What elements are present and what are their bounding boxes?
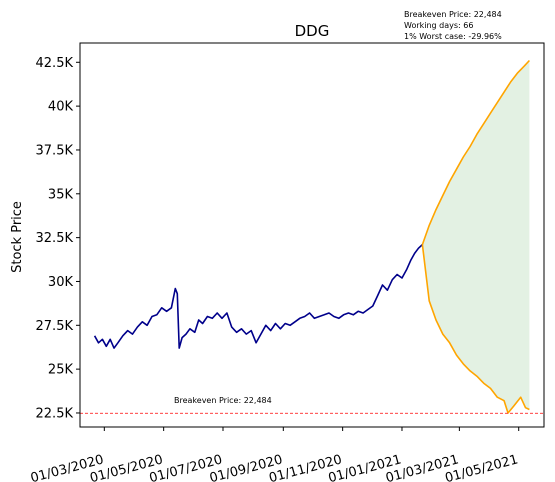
y-tick-label: 27.5K (36, 319, 74, 334)
y-tick-label: 42.5K (36, 56, 74, 71)
y-tick-label: 35K (48, 187, 74, 202)
annotation-working-days: Working days: 66 (404, 21, 473, 30)
chart-title: DDG (295, 22, 330, 40)
y-tick-label: 40K (48, 100, 74, 115)
plot-frame (79, 42, 545, 428)
annotation-breakeven: Breakeven Price: 22,484 (404, 10, 502, 19)
y-tick-label: 25K (48, 363, 74, 378)
plot-area: 22.5K25K27.5K30K32.5K35K37.5K40K42.5K01/… (29, 42, 545, 482)
breakeven-label: Breakeven Price: 22,484 (174, 396, 272, 405)
y-tick-label: 32.5K (36, 231, 74, 246)
y-tick-label: 30K (48, 275, 74, 290)
forecast-range-fill (422, 60, 530, 413)
series-line-worst-case (421, 244, 530, 414)
series-line-best-case (421, 59, 530, 245)
y-tick-label: 22.5K (36, 406, 74, 421)
annotation-worst-case: 1% Worst case: -29.96% (404, 32, 502, 41)
y-tick-label: 37.5K (36, 143, 74, 158)
series-line-history (93, 244, 423, 349)
y-axis-label: Stock Price (10, 201, 25, 273)
